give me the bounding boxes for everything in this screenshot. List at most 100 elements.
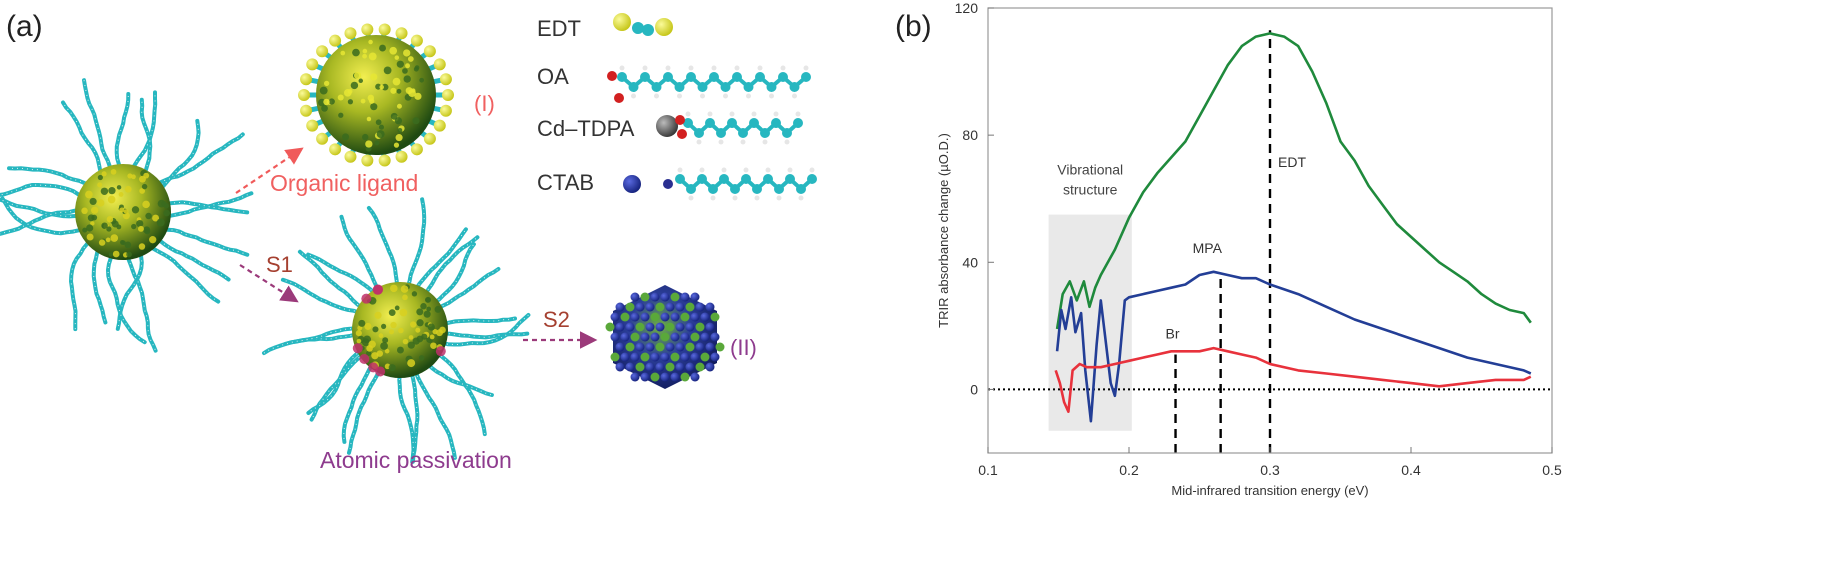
ligand-label-ctab: CTAB — [537, 170, 594, 195]
ligand-chain-hydrogens — [343, 364, 373, 442]
sulfur-atom — [433, 119, 446, 132]
core-atom — [418, 355, 425, 361]
reference-lines — [988, 30, 1552, 453]
hydrogen-atom — [762, 139, 768, 145]
ctab-molecule — [623, 167, 817, 201]
core-atom — [384, 348, 390, 354]
bromide-atom — [660, 372, 670, 382]
core-atom — [407, 359, 416, 368]
core-atom — [87, 214, 95, 222]
atomic-passivation-label: Atomic passivation — [320, 447, 512, 473]
ligand-chain — [413, 369, 457, 460]
bromide-atom — [630, 352, 640, 362]
bromide-atom — [635, 362, 645, 372]
bromide-atom — [710, 312, 720, 322]
core-atom — [370, 103, 378, 111]
bromide-atom — [690, 332, 700, 342]
oa-molecule — [607, 65, 811, 103]
bromide-atom — [635, 322, 645, 332]
panel-a: (a) S1 S2 Organic ligand Atomic passivat… — [0, 10, 817, 473]
passivation-atom — [361, 293, 372, 304]
core-atom — [380, 342, 388, 350]
core-atom — [405, 63, 410, 69]
core-atom — [323, 98, 330, 106]
sulfur-atom — [316, 132, 329, 145]
core-atom — [131, 223, 137, 230]
core-atom — [436, 329, 443, 337]
ligand-chain-hydrogens — [141, 99, 151, 176]
core-atom — [388, 329, 395, 335]
y-axis-ticks: 0 40 80 120 — [955, 0, 994, 397]
hydrogen-atom — [718, 139, 724, 145]
carbon-backbone — [620, 74, 808, 90]
bromide-atom — [680, 352, 690, 362]
carbon-atom — [632, 22, 644, 34]
bromide-atom — [630, 372, 640, 382]
bromide-atom — [630, 292, 640, 302]
bromide-atom — [710, 332, 720, 342]
hydrogen-atom — [743, 167, 749, 173]
ligand-chain-hydrogens — [441, 314, 529, 345]
hydrogen-atom — [734, 65, 740, 71]
core-atom — [381, 83, 389, 91]
core-atom — [112, 250, 120, 258]
bromide-atom — [640, 332, 650, 342]
bromide-atom — [650, 372, 660, 382]
sulfur-atom — [300, 73, 313, 86]
core-atom — [360, 98, 366, 104]
bromide-atom — [695, 362, 705, 372]
sulfur-atom — [442, 89, 454, 101]
core-atom — [390, 321, 397, 329]
annotation-mpa: MPA — [1193, 240, 1223, 256]
hydrogen-atom — [707, 111, 713, 117]
ligand-chain-hydrogens — [341, 216, 380, 292]
panel-a-label: (a) — [6, 10, 43, 43]
sulfur-atom — [344, 150, 357, 163]
sulfur-atom — [329, 34, 342, 47]
passivation-atom — [375, 366, 386, 377]
hydrogen-atom — [688, 195, 694, 201]
bromide-atom — [615, 342, 625, 352]
core-atom — [124, 241, 132, 249]
core-atom — [100, 187, 109, 196]
hydrogen-atom — [754, 195, 760, 201]
bromide-atom — [660, 332, 670, 342]
ligand-chain-hydrogens — [155, 237, 229, 280]
core-atom — [372, 326, 379, 333]
core-atom — [388, 309, 396, 316]
bromide-atom — [650, 292, 660, 302]
core-atom — [415, 327, 421, 333]
hydrogen-atom — [721, 167, 727, 173]
core-atom — [379, 84, 384, 90]
ligand-chain-hydrogens — [407, 199, 425, 287]
core-atom — [328, 98, 335, 105]
core-atom — [81, 207, 88, 215]
bromide-atom — [645, 302, 655, 312]
sulfur-atom — [423, 45, 436, 58]
ligand-chain — [0, 183, 86, 200]
core-atom — [344, 89, 352, 97]
core-atom — [123, 209, 129, 214]
core-atom — [321, 104, 328, 112]
series-line-edt — [1055, 32, 1532, 330]
core-atom — [97, 174, 103, 181]
core-atom — [350, 81, 359, 90]
core-atom — [411, 291, 418, 297]
arrow-s1 — [239, 264, 299, 303]
core-atom — [347, 99, 354, 105]
bromide-atom — [645, 342, 655, 352]
sulfur-atom — [395, 150, 408, 163]
bromide-atom — [675, 362, 685, 372]
core-atom — [407, 341, 415, 349]
core-atom — [410, 321, 417, 328]
ligand-chain — [156, 118, 201, 193]
core-atom — [421, 333, 428, 340]
hydrogen-atom — [765, 167, 771, 173]
core-atom — [163, 203, 170, 209]
bromide-atom — [685, 362, 695, 372]
core-atom — [97, 182, 103, 188]
core-atom — [383, 66, 392, 75]
hydrogen-atom — [784, 139, 790, 145]
sulfur-atom — [433, 58, 446, 71]
bromide-atom — [635, 302, 645, 312]
